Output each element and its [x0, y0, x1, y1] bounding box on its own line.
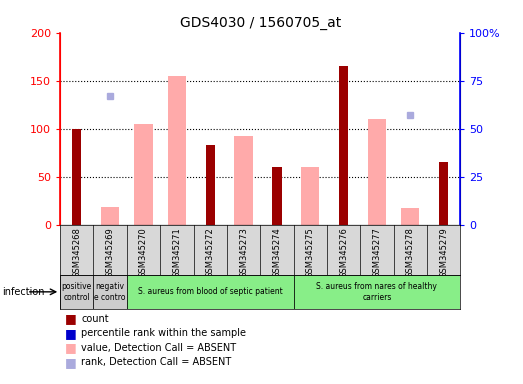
Bar	[206, 145, 215, 225]
Text: negativ
e contro: negativ e contro	[95, 282, 126, 301]
Text: GSM345276: GSM345276	[339, 227, 348, 278]
Text: GSM345268: GSM345268	[72, 227, 81, 278]
Text: GSM345278: GSM345278	[406, 227, 415, 278]
Bar	[72, 129, 82, 225]
Bar	[339, 66, 348, 225]
Text: rank, Detection Call = ABSENT: rank, Detection Call = ABSENT	[81, 358, 231, 367]
Bar	[439, 162, 448, 225]
Text: count: count	[81, 314, 109, 324]
Text: GSM345275: GSM345275	[306, 227, 315, 278]
Bar	[94, 275, 127, 309]
Text: infection: infection	[3, 287, 45, 297]
Text: GSM345272: GSM345272	[206, 227, 214, 278]
Text: ■: ■	[65, 341, 77, 354]
Text: positive
control: positive control	[62, 282, 92, 301]
Bar	[401, 209, 419, 225]
Bar	[60, 275, 94, 309]
Text: percentile rank within the sample: percentile rank within the sample	[81, 328, 246, 338]
Title: GDS4030 / 1560705_at: GDS4030 / 1560705_at	[179, 16, 341, 30]
Text: S. aureus from nares of healthy
carriers: S. aureus from nares of healthy carriers	[316, 282, 437, 301]
Text: ■: ■	[65, 312, 77, 325]
Text: ■: ■	[65, 327, 77, 340]
Text: GSM345279: GSM345279	[439, 227, 448, 278]
Bar	[168, 76, 186, 225]
Text: GSM345271: GSM345271	[173, 227, 181, 278]
Bar	[368, 119, 386, 225]
Text: GSM345273: GSM345273	[239, 227, 248, 278]
Bar	[272, 167, 281, 225]
Text: GSM345270: GSM345270	[139, 227, 148, 278]
Text: value, Detection Call = ABSENT: value, Detection Call = ABSENT	[81, 343, 236, 353]
Bar	[301, 167, 320, 225]
Bar	[127, 275, 293, 309]
Text: ■: ■	[65, 356, 77, 369]
Bar	[134, 124, 153, 225]
Text: GSM345277: GSM345277	[372, 227, 381, 278]
Bar	[293, 275, 460, 309]
Bar	[101, 207, 119, 225]
Text: S. aureus from blood of septic patient: S. aureus from blood of septic patient	[138, 287, 282, 296]
Bar	[234, 136, 253, 225]
Text: GSM345269: GSM345269	[106, 227, 115, 278]
Text: GSM345274: GSM345274	[272, 227, 281, 278]
